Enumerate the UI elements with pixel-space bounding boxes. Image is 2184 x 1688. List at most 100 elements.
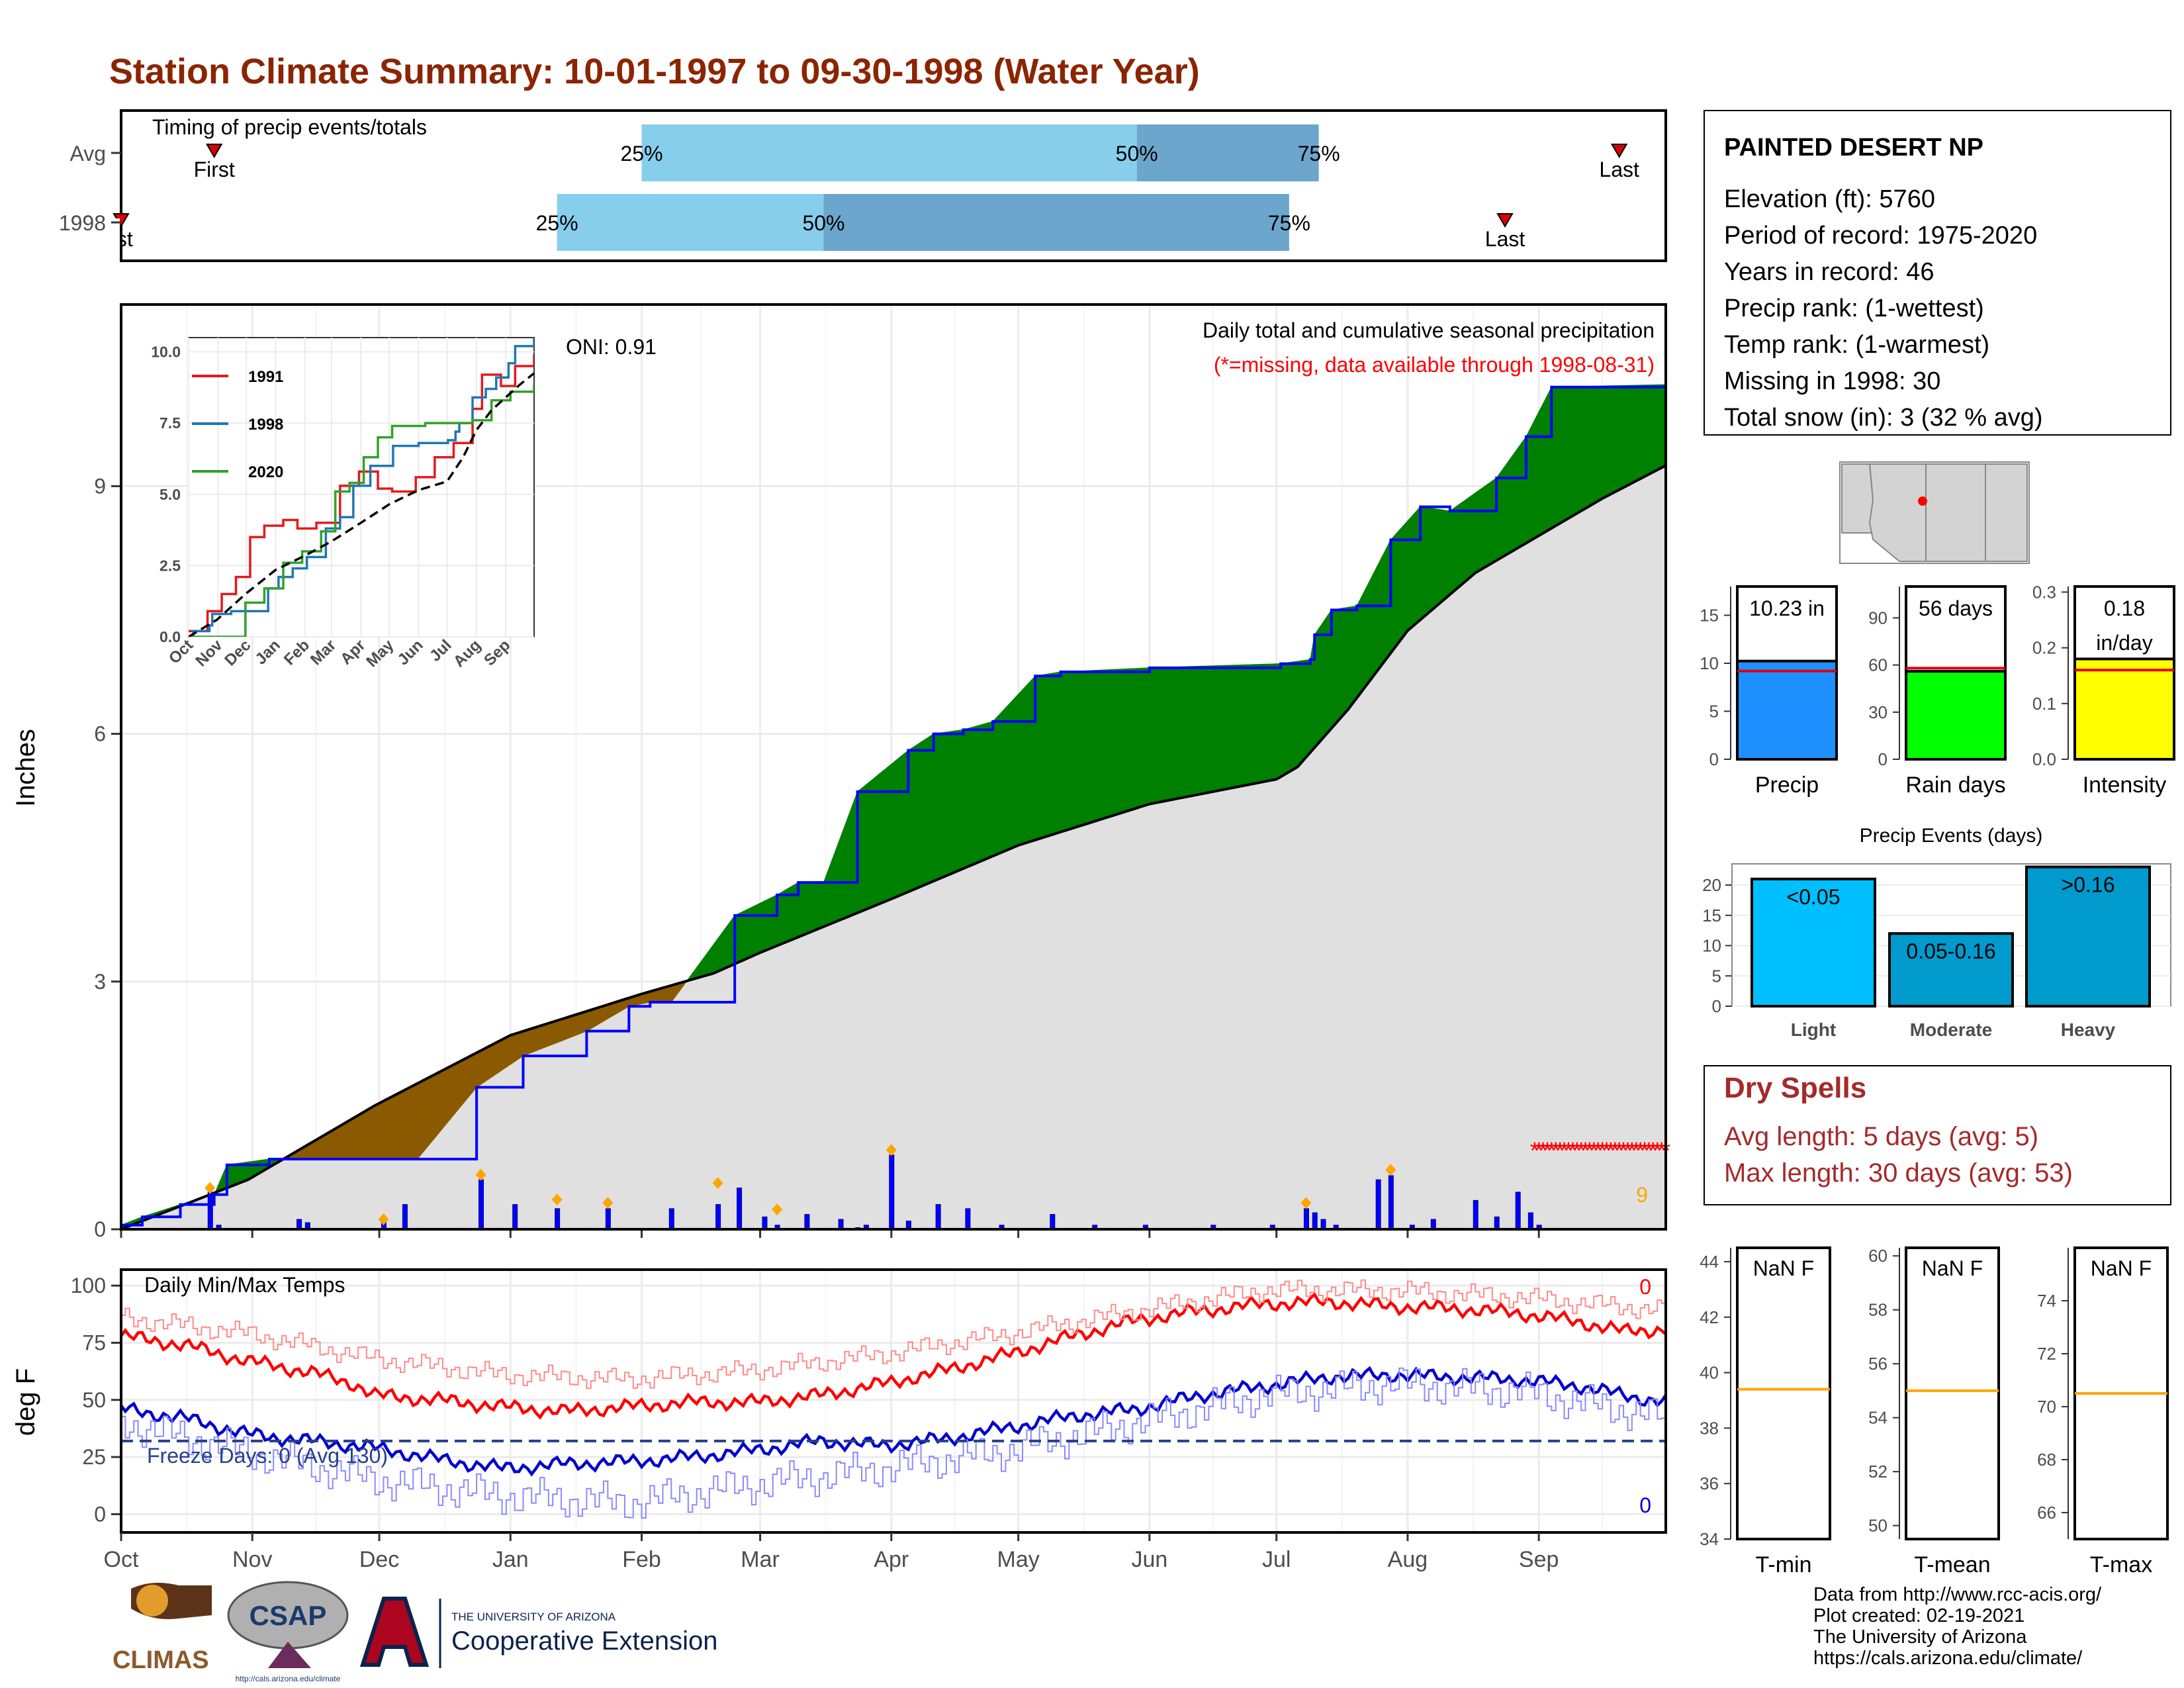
inset-legend-label: 1991 bbox=[248, 368, 283, 386]
min-count: 0 bbox=[1639, 1493, 1651, 1517]
difference-segment bbox=[958, 729, 964, 871]
difference-segment bbox=[1568, 386, 1573, 519]
difference-segment bbox=[840, 825, 845, 921]
difference-segment bbox=[760, 900, 765, 953]
missing-day-marker: * bbox=[1644, 1137, 1653, 1164]
timing-first-label: First bbox=[194, 158, 235, 181]
observed-cumulative-line bbox=[121, 384, 1667, 1227]
station-info-line: Period of record: 1975-2020 bbox=[1724, 222, 2037, 250]
daily-precip-bar bbox=[737, 1188, 743, 1230]
difference-segment bbox=[979, 723, 985, 863]
inset-legend-label: 2020 bbox=[248, 463, 283, 481]
month-label: Nov bbox=[232, 1547, 272, 1572]
difference-segment bbox=[1610, 385, 1615, 495]
missing-day-marker: * bbox=[1555, 1137, 1565, 1164]
daily-precip-bar bbox=[1312, 1212, 1318, 1230]
footer: CLIMAS CSAP http://cals.arizona.edu/clim… bbox=[113, 1581, 2102, 1683]
timing-row-label: Avg bbox=[69, 142, 106, 165]
missing-day-marker: * bbox=[1580, 1137, 1590, 1164]
difference-segment bbox=[1657, 384, 1662, 471]
difference-segment bbox=[1352, 605, 1357, 705]
temp-label: Daily Min/Max Temps bbox=[144, 1273, 345, 1297]
station-info-line: Elevation (ft): 5760 bbox=[1724, 185, 1935, 213]
difference-segment bbox=[1589, 385, 1594, 507]
difference-segment bbox=[1543, 395, 1548, 534]
difference-segment bbox=[921, 738, 926, 887]
difference-segment bbox=[421, 1078, 426, 1155]
difference-segment bbox=[1195, 665, 1201, 796]
tmean-ytick-label: 74 bbox=[2037, 1291, 2056, 1311]
max-count: 0 bbox=[1639, 1275, 1651, 1299]
difference-segment bbox=[725, 920, 731, 968]
difference-segment bbox=[230, 1163, 236, 1187]
events-ytick-label: 15 bbox=[1702, 906, 1721, 925]
dry-spells-box: Dry Spells Avg length: 5 days (avg: 5) M… bbox=[1704, 1065, 2171, 1205]
tmean-label: T-max bbox=[2090, 1552, 2152, 1577]
events-bar-label: <0.05 bbox=[1787, 885, 1841, 909]
difference-segment bbox=[1343, 606, 1349, 715]
difference-segment bbox=[1208, 665, 1214, 793]
difference-segment bbox=[1284, 662, 1290, 775]
daily-precip-bar bbox=[1388, 1175, 1394, 1230]
difference-segment bbox=[937, 732, 943, 880]
daily-precip-bar bbox=[1320, 1219, 1326, 1230]
difference-segment bbox=[565, 1016, 570, 1040]
missing-day-marker: * bbox=[1547, 1137, 1556, 1164]
tmean-ytick-label: 54 bbox=[1868, 1408, 1888, 1428]
difference-segment bbox=[925, 735, 930, 886]
difference-segment bbox=[1022, 684, 1027, 845]
difference-segment bbox=[1602, 385, 1607, 499]
map-state-east bbox=[1985, 463, 2028, 562]
daily-precip-bar bbox=[478, 1179, 484, 1230]
temp-ytick-label: 100 bbox=[71, 1274, 106, 1297]
timing-first-marker bbox=[205, 144, 223, 158]
events-bar-label: >0.16 bbox=[2062, 873, 2115, 897]
difference-segment bbox=[430, 1074, 435, 1145]
small-bar-value-label: 56 days bbox=[1919, 596, 1993, 620]
marked-event-diamond bbox=[378, 1213, 389, 1226]
difference-segment bbox=[488, 1043, 494, 1080]
difference-segment bbox=[1466, 495, 1472, 581]
dry-max: Max length: 30 days (avg: 53) bbox=[1724, 1158, 2073, 1188]
csap-logo: CSAP http://cals.arizona.edu/climate bbox=[227, 1581, 349, 1683]
month-label: Jun bbox=[1131, 1547, 1167, 1572]
tmean-ytick-label: 34 bbox=[1700, 1529, 1719, 1549]
events-ytick-label: 5 bbox=[1712, 966, 1721, 986]
difference-segment bbox=[1039, 674, 1044, 839]
events-category-label: Moderate bbox=[1910, 1019, 1992, 1040]
timing-q25-q50-bar bbox=[641, 124, 1137, 181]
ua-a-emblem bbox=[359, 1597, 430, 1667]
precip-ylabel: Inches bbox=[11, 729, 40, 807]
difference-segment bbox=[810, 882, 816, 933]
difference-segment bbox=[442, 1067, 447, 1129]
tmean-ytick-label: 52 bbox=[1868, 1462, 1888, 1481]
difference-segment bbox=[548, 1021, 553, 1047]
small-bar-ytick-label: 0 bbox=[1878, 749, 1888, 769]
difference-segment bbox=[484, 1045, 490, 1082]
difference-segment bbox=[396, 1092, 401, 1160]
missing-day-marker: * bbox=[1589, 1137, 1598, 1164]
difference-segment bbox=[1508, 453, 1514, 554]
timing-panel: Timing of precip events/totals Avg 25% 50%… bbox=[0, 109, 1667, 262]
temp-ytick-label: 0 bbox=[94, 1502, 106, 1526]
missing-day-marker: * bbox=[1631, 1137, 1641, 1164]
difference-segment bbox=[433, 1072, 439, 1140]
missing-day-marker: * bbox=[1551, 1137, 1561, 1164]
figure-title: Station Climate Summary: 10-01-1997 to 0… bbox=[109, 52, 1200, 91]
missing-day-marker: * bbox=[1649, 1137, 1658, 1164]
difference-segment bbox=[1517, 441, 1523, 549]
difference-segment bbox=[768, 896, 774, 950]
temperature-panel: 0 25 50 75 100 Daily Min/Max Temps Freeze Da… bbox=[11, 1268, 1667, 1572]
difference-segment bbox=[1140, 667, 1146, 808]
tmean-ytick-label: 70 bbox=[2037, 1397, 2056, 1417]
difference-segment bbox=[1293, 661, 1298, 771]
marked-event-diamond bbox=[475, 1168, 486, 1181]
missing-day-marker: * bbox=[1636, 1137, 1645, 1164]
daily-precip-bar bbox=[838, 1219, 844, 1230]
difference-segment bbox=[717, 931, 723, 972]
difference-segment bbox=[451, 1063, 456, 1119]
difference-segment bbox=[1119, 669, 1124, 814]
difference-segment bbox=[1301, 659, 1306, 763]
difference-segment bbox=[1056, 671, 1062, 834]
difference-segment bbox=[1606, 385, 1612, 497]
